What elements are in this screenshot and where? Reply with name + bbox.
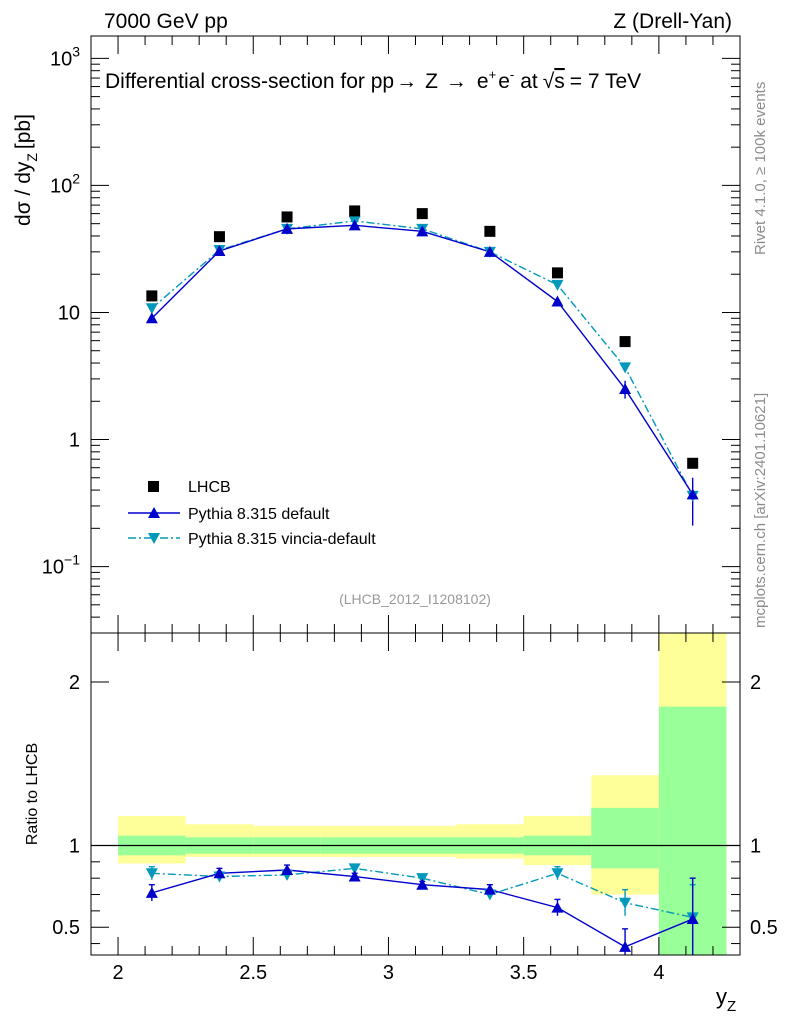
default-point — [281, 222, 294, 234]
legend-label-lhcb: LHCB — [188, 479, 231, 496]
ratio-x-tick-label: 2.5 — [239, 962, 267, 984]
legend-marker-default — [148, 507, 160, 518]
ratio-y-tick-label-right: 0.5 — [750, 917, 778, 939]
ratio-default-point — [348, 870, 361, 882]
main-axis-ticks — [90, 36, 741, 634]
vincia-point — [551, 279, 564, 291]
ratio-y-tick-label-left: 2 — [69, 672, 80, 694]
ratio-y-tick-label-right: 2 — [750, 672, 761, 694]
lhcb-point — [619, 336, 631, 348]
legend: LHCB Pythia 8.315 default Pythia 8.315 v… — [128, 479, 376, 548]
ratio-x-tick-label: 3 — [383, 962, 394, 984]
ratio-default-point — [483, 883, 496, 895]
main-y-axis-label: dσ / dyZ[pb] — [12, 114, 40, 226]
ratio-vincia-point — [551, 868, 564, 880]
header-left: 7000 GeV pp — [104, 10, 228, 33]
ratio-x-tick-label: 4 — [653, 962, 664, 984]
ratio-default-point — [619, 940, 632, 952]
main-series — [145, 205, 699, 526]
default-point — [145, 312, 158, 324]
default-point — [686, 488, 699, 500]
header-right: Z (Drell-Yan) — [613, 10, 732, 33]
main-y-tick-label: 1 — [69, 430, 80, 452]
ratio-y-tick-label-right: 1 — [750, 835, 761, 857]
main-y-tick-label: 10−1 — [42, 552, 80, 579]
ratio-y-axis-label: Ratio to LHCB — [24, 743, 41, 845]
lhcb-point — [213, 231, 225, 243]
ratio-vincia-point — [145, 868, 158, 880]
ratio-x-axis-label: yZ — [716, 984, 736, 1015]
lhcb-point — [484, 225, 496, 237]
ratio-plot-frame — [90, 632, 741, 956]
ratio-vincia-point — [348, 863, 361, 875]
vincia-point — [145, 303, 158, 315]
default-point — [619, 382, 632, 394]
default-point — [483, 245, 496, 257]
ratio-tick-labels: 0.5 0.5 1 1 2 2 2 2.5 3 3.5 4 — [52, 672, 778, 984]
lhcb-point — [416, 208, 428, 220]
lhcb-point — [551, 267, 563, 279]
ratio-vincia-point — [416, 873, 429, 885]
main-y-tick-label: 103 — [50, 43, 80, 70]
vincia-line — [151, 220, 694, 497]
default-point — [213, 244, 226, 256]
default-point — [416, 225, 429, 237]
ratio-bands — [91, 633, 740, 955]
main-y-tick-label: 10 — [58, 302, 80, 324]
lhcb-point — [687, 457, 699, 469]
main-plot-title: Differential cross-section for pp→ Z → e+e-… — [105, 67, 641, 93]
ratio-axis-ticks — [90, 633, 741, 955]
ratio-y-tick-label-left: 1 — [69, 835, 80, 857]
ratio-y-tick-label-left: 0.5 — [52, 917, 80, 939]
mcplots-label: mcplots.cern.ch [arXiv:2401.10621] — [752, 393, 769, 628]
lhcb-point — [349, 205, 361, 217]
vincia-point — [619, 362, 632, 374]
lhcb-point — [146, 290, 158, 302]
ratio-default-point — [686, 913, 699, 925]
legend-label-default: Pythia 8.315 default — [188, 506, 330, 523]
legend-label-vincia: Pythia 8.315 vincia-default — [188, 531, 376, 548]
ratio-series — [145, 863, 699, 955]
ratio-band-inner — [591, 807, 659, 869]
ratio-panel: 0.5 0.5 1 1 2 2 2 2.5 3 3.5 4 Ratio to LHCB yZ — [24, 632, 778, 1015]
legend-marker-vincia — [148, 533, 160, 544]
ratio-vincia-point — [619, 897, 632, 909]
default-point — [551, 295, 564, 307]
default-point — [348, 219, 361, 231]
main-y-tick-label: 102 — [50, 170, 80, 197]
ratio-x-tick-label: 3.5 — [510, 962, 538, 984]
ratio-default-point — [551, 901, 564, 913]
analysis-watermark: (LHCB_2012_I1208102) — [339, 591, 491, 607]
ratio-default-point — [213, 867, 226, 879]
ratio-default-point — [281, 864, 294, 876]
ratio-default-point — [416, 878, 429, 890]
ratio-default-point — [145, 886, 158, 898]
lhcb-point — [281, 211, 293, 223]
default-line — [151, 224, 694, 495]
rivet-label: Rivet 4.1.0, ≥ 100k events — [752, 82, 769, 255]
ratio-x-tick-label: 2 — [112, 962, 123, 984]
legend-marker-lhcb — [148, 481, 159, 492]
